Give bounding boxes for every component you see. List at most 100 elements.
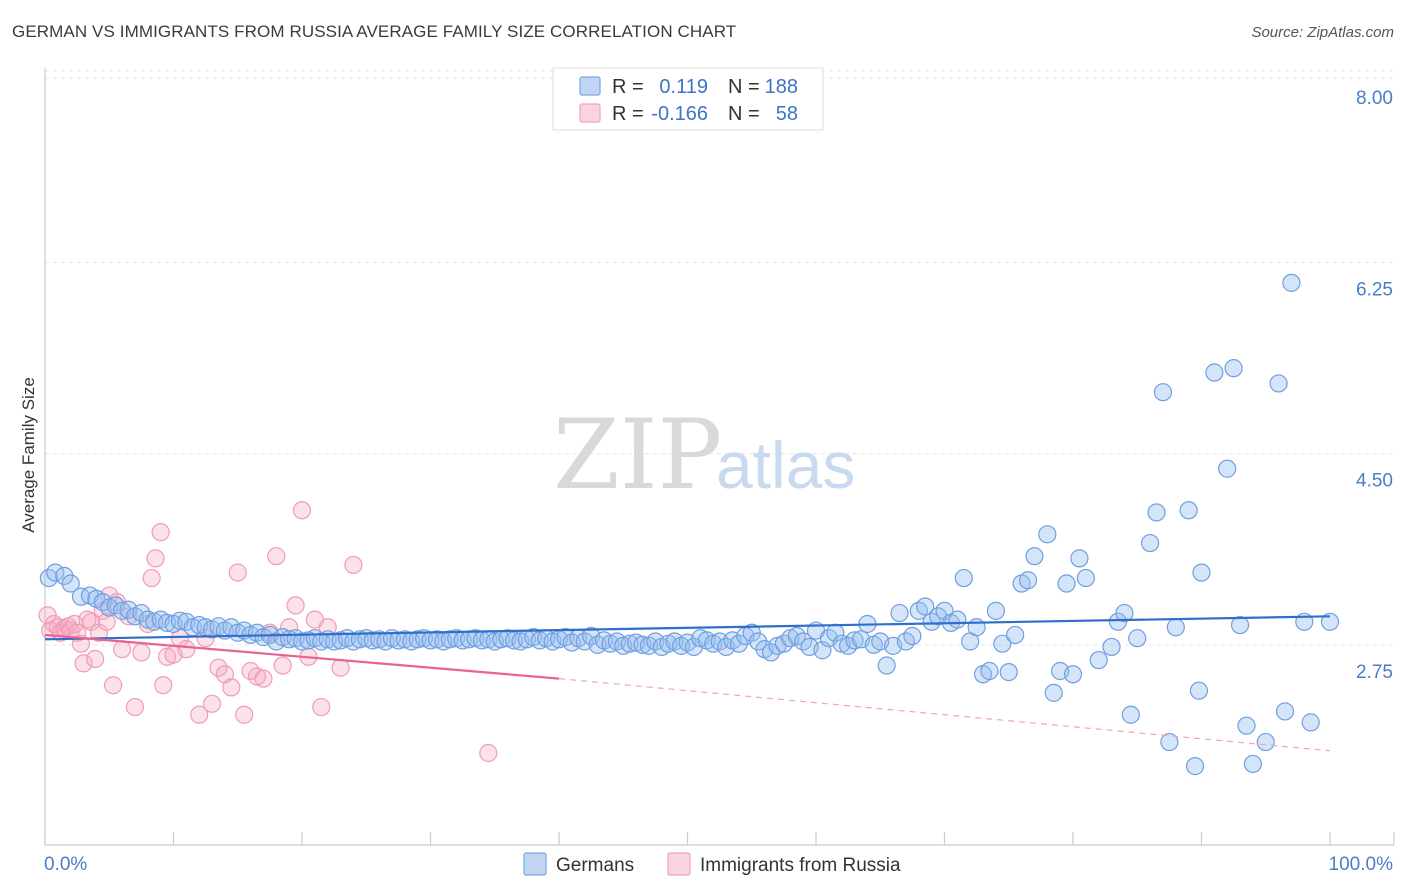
axes <box>44 68 1394 846</box>
germans-point-56 <box>408 630 427 649</box>
legend-r-label-1: R = <box>612 76 644 98</box>
germans-points <box>39 273 1340 776</box>
germans-point-154 <box>1044 683 1063 702</box>
top-legend: R = 0.119 N = 188 R = -0.166 N = 58 <box>552 67 824 131</box>
germans-point-13 <box>132 603 151 623</box>
immigrants-point-24 <box>132 643 151 662</box>
y-tick-labels: 2.75 4.50 6.25 8.00 <box>1356 88 1393 683</box>
y-tick-label-1: 4.50 <box>1356 471 1393 492</box>
immigrants-point-28 <box>151 523 170 542</box>
immigrants-point-11 <box>74 654 93 673</box>
germans-point-176 <box>1218 459 1237 478</box>
bottom-legend-swatch-germans <box>523 852 547 876</box>
germans-point-181 <box>1256 732 1275 752</box>
immigrants-point-36 <box>202 694 222 713</box>
immigrants-point-29 <box>154 676 173 695</box>
germans-point-131 <box>890 603 909 623</box>
legend-r-label-2: R = <box>612 103 644 125</box>
germans-point-182 <box>1269 374 1288 393</box>
germans-point-124 <box>845 631 864 650</box>
immigrants-trend-line <box>44 633 560 680</box>
x-tick-labels: 0.0% 100.0% <box>44 854 1393 875</box>
immigrants-point-57 <box>479 743 498 763</box>
germans-point-167 <box>1147 503 1166 522</box>
germans-point-178 <box>1230 615 1250 635</box>
germans-point-160 <box>1089 650 1108 670</box>
germans-point-177 <box>1224 359 1243 378</box>
immigrants-point-39 <box>222 678 241 697</box>
immigrants-point-21 <box>112 640 132 659</box>
germans-point-147 <box>993 634 1012 653</box>
immigrants-point-55 <box>331 658 350 677</box>
immigrants-point-34 <box>190 705 209 724</box>
germans-point-172 <box>1185 757 1205 776</box>
immigrants-points <box>38 501 498 763</box>
germans-point-3 <box>61 574 80 593</box>
germans-point-111 <box>761 643 781 662</box>
bottom-legend-germans: Germans <box>556 855 634 876</box>
germans-point-164 <box>1121 705 1140 724</box>
trend-lines <box>44 615 1331 752</box>
germans-point-159 <box>1076 568 1095 588</box>
y-axis-label: Average Family Size <box>19 377 38 533</box>
immigrants-point-19 <box>104 676 123 695</box>
immigrants-trend-extension <box>558 678 1331 752</box>
germans-point-166 <box>1140 533 1160 553</box>
watermark: ZIP atlas <box>553 399 855 511</box>
germans-point-183 <box>1275 702 1295 721</box>
immigrants-point-33 <box>177 640 196 659</box>
immigrants-point-37 <box>209 658 228 677</box>
germans-point-179 <box>1237 716 1256 735</box>
germans-point-156 <box>1057 574 1076 593</box>
legend-n-label-2: N = <box>728 103 760 125</box>
germans-point-143 <box>967 618 986 637</box>
immigrants-point-40 <box>228 563 247 582</box>
bottom-legend-immigrants: Immigrants from Russia <box>700 855 901 876</box>
immigrants-point-47 <box>273 656 292 675</box>
germans-point-133 <box>903 626 922 646</box>
legend-swatch-immigrants <box>579 103 601 123</box>
germans-point-171 <box>1179 501 1198 520</box>
bottom-legend: Germans Immigrants from Russia <box>523 852 901 876</box>
bottom-legend-swatch-immigrants <box>667 852 691 876</box>
x-tick-label-1: 100.0% <box>1329 854 1394 875</box>
germans-point-180 <box>1243 754 1263 774</box>
legend-r-value-2: -0.166 <box>651 103 708 125</box>
legend-swatch-germans <box>579 76 601 96</box>
y-tick-label-3: 8.00 <box>1356 88 1393 109</box>
y-tick-label-0: 2.75 <box>1356 662 1393 683</box>
germans-point-161 <box>1102 637 1121 657</box>
legend-n-value-1: 188 <box>765 76 798 98</box>
germans-point-170 <box>1166 618 1185 637</box>
immigrants-point-53 <box>312 697 331 717</box>
germans-point-47 <box>350 630 369 649</box>
germans-point-169 <box>1160 732 1179 752</box>
germans-point-140 <box>948 610 967 629</box>
germans-point-175 <box>1205 363 1224 382</box>
x-tick-label-0: 0.0% <box>44 854 87 875</box>
germans-point-129 <box>877 656 896 675</box>
germans-point-163 <box>1115 603 1134 623</box>
germans-trend-line <box>44 615 1331 641</box>
watermark-atlas: atlas <box>716 428 855 502</box>
germans-point-174 <box>1192 563 1211 582</box>
legend-r-value-1: 0.119 <box>659 76 708 98</box>
germans-point-61 <box>440 630 459 649</box>
legend-n-value-2: 58 <box>776 103 798 125</box>
watermark-zip: ZIP <box>553 399 722 511</box>
immigrants-point-56 <box>344 555 363 575</box>
germans-point-141 <box>954 568 973 588</box>
immigrants-point-41 <box>235 705 254 724</box>
x-ticks <box>44 832 1395 845</box>
germans-point-145 <box>980 661 999 681</box>
immigrants-point-23 <box>125 697 145 717</box>
germans-point-152 <box>1025 547 1044 566</box>
chart-title: GERMAN VS IMMIGRANTS FROM RUSSIA AVERAGE… <box>12 22 737 41</box>
immigrants-point-14 <box>86 649 105 669</box>
germans-point-49 <box>363 631 382 650</box>
immigrants-point-46 <box>267 547 286 566</box>
germans-point-168 <box>1153 383 1173 402</box>
immigrants-point-17 <box>97 612 116 631</box>
y-tick-label-2: 6.25 <box>1356 279 1393 300</box>
